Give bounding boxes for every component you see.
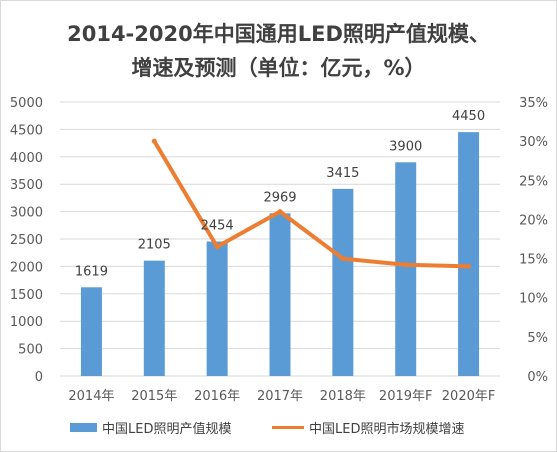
- growth-point: [340, 256, 346, 262]
- y-right-tick-label: 0%: [527, 370, 548, 385]
- y-left-tick-label: 4000: [10, 151, 43, 166]
- chart-legend: 中国LED照明产值规模 中国LED照明市场规模增速: [0, 418, 557, 438]
- bar-data-label: 4450: [452, 109, 485, 124]
- y-left-tick-label: 4500: [10, 123, 43, 138]
- x-tick-label: 2016年: [194, 389, 240, 404]
- x-tick-label: 2014年: [68, 389, 114, 404]
- bar-data-label: 2105: [138, 238, 171, 253]
- growth-line: [152, 139, 471, 269]
- growth-point: [466, 263, 472, 269]
- legend-line-label: 中国LED照明市场规模增速: [309, 422, 465, 437]
- y-left-tick-label: 0: [35, 370, 43, 385]
- growth-point: [151, 138, 157, 144]
- bar-data-label: 2969: [263, 190, 296, 205]
- y-right-tick-label: 10%: [519, 292, 548, 307]
- y-left-tick-label: 2500: [10, 233, 43, 248]
- growth-point: [214, 244, 220, 250]
- y-left-tick-label: 2000: [10, 260, 43, 275]
- legend-line-swatch: [272, 426, 304, 429]
- bar: [332, 188, 354, 376]
- y-right-tick-label: 5%: [527, 331, 548, 346]
- legend-item-bar: 中国LED照明产值规模: [70, 418, 231, 437]
- y-left-tick-label: 1000: [10, 315, 43, 330]
- bar: [269, 213, 291, 376]
- y-right-tick-label: 15%: [519, 253, 548, 268]
- chart-title-line1: 2014-2020年中国通用LED照明产值规模、: [67, 22, 490, 46]
- legend-bar-label: 中国LED照明产值规模: [102, 422, 232, 437]
- y-right-tick-label: 30%: [519, 135, 548, 150]
- bar-data-label: 2454: [201, 219, 234, 234]
- bar-data-label: 1619: [75, 264, 108, 279]
- y-left-tick-label: 3000: [10, 206, 43, 221]
- chart-title-line2: 增速及预测（单位：亿元，%）: [131, 56, 426, 80]
- y-right-tick-label: 35%: [519, 96, 548, 111]
- y-left-tick-label: 3500: [10, 178, 43, 193]
- bar: [80, 287, 102, 376]
- bar-data-label: 3415: [326, 166, 359, 181]
- y-right-tick-label: 20%: [519, 213, 548, 228]
- legend-bar-swatch: [70, 423, 97, 432]
- x-tick-label: 2020年F: [442, 389, 496, 404]
- y-left-tick-label: 1500: [10, 288, 43, 303]
- x-tick-label: 2019年F: [379, 389, 433, 404]
- growth-point: [403, 262, 409, 268]
- legend-item-line: 中国LED照明市场规模增速: [272, 418, 464, 437]
- x-tick-label: 2018年: [320, 389, 366, 404]
- bar: [458, 132, 480, 376]
- y-right-tick-label: 25%: [519, 174, 548, 189]
- y-left-tick-label: 5000: [10, 96, 43, 111]
- bar-data-label: 3900: [389, 139, 422, 154]
- bar: [206, 241, 228, 376]
- growth-point: [277, 209, 283, 215]
- x-tick-label: 2017年: [257, 389, 303, 404]
- x-tick-label: 2015年: [131, 389, 177, 404]
- y-left-tick-label: 500: [18, 343, 43, 358]
- bar: [143, 260, 165, 376]
- bar: [395, 162, 417, 376]
